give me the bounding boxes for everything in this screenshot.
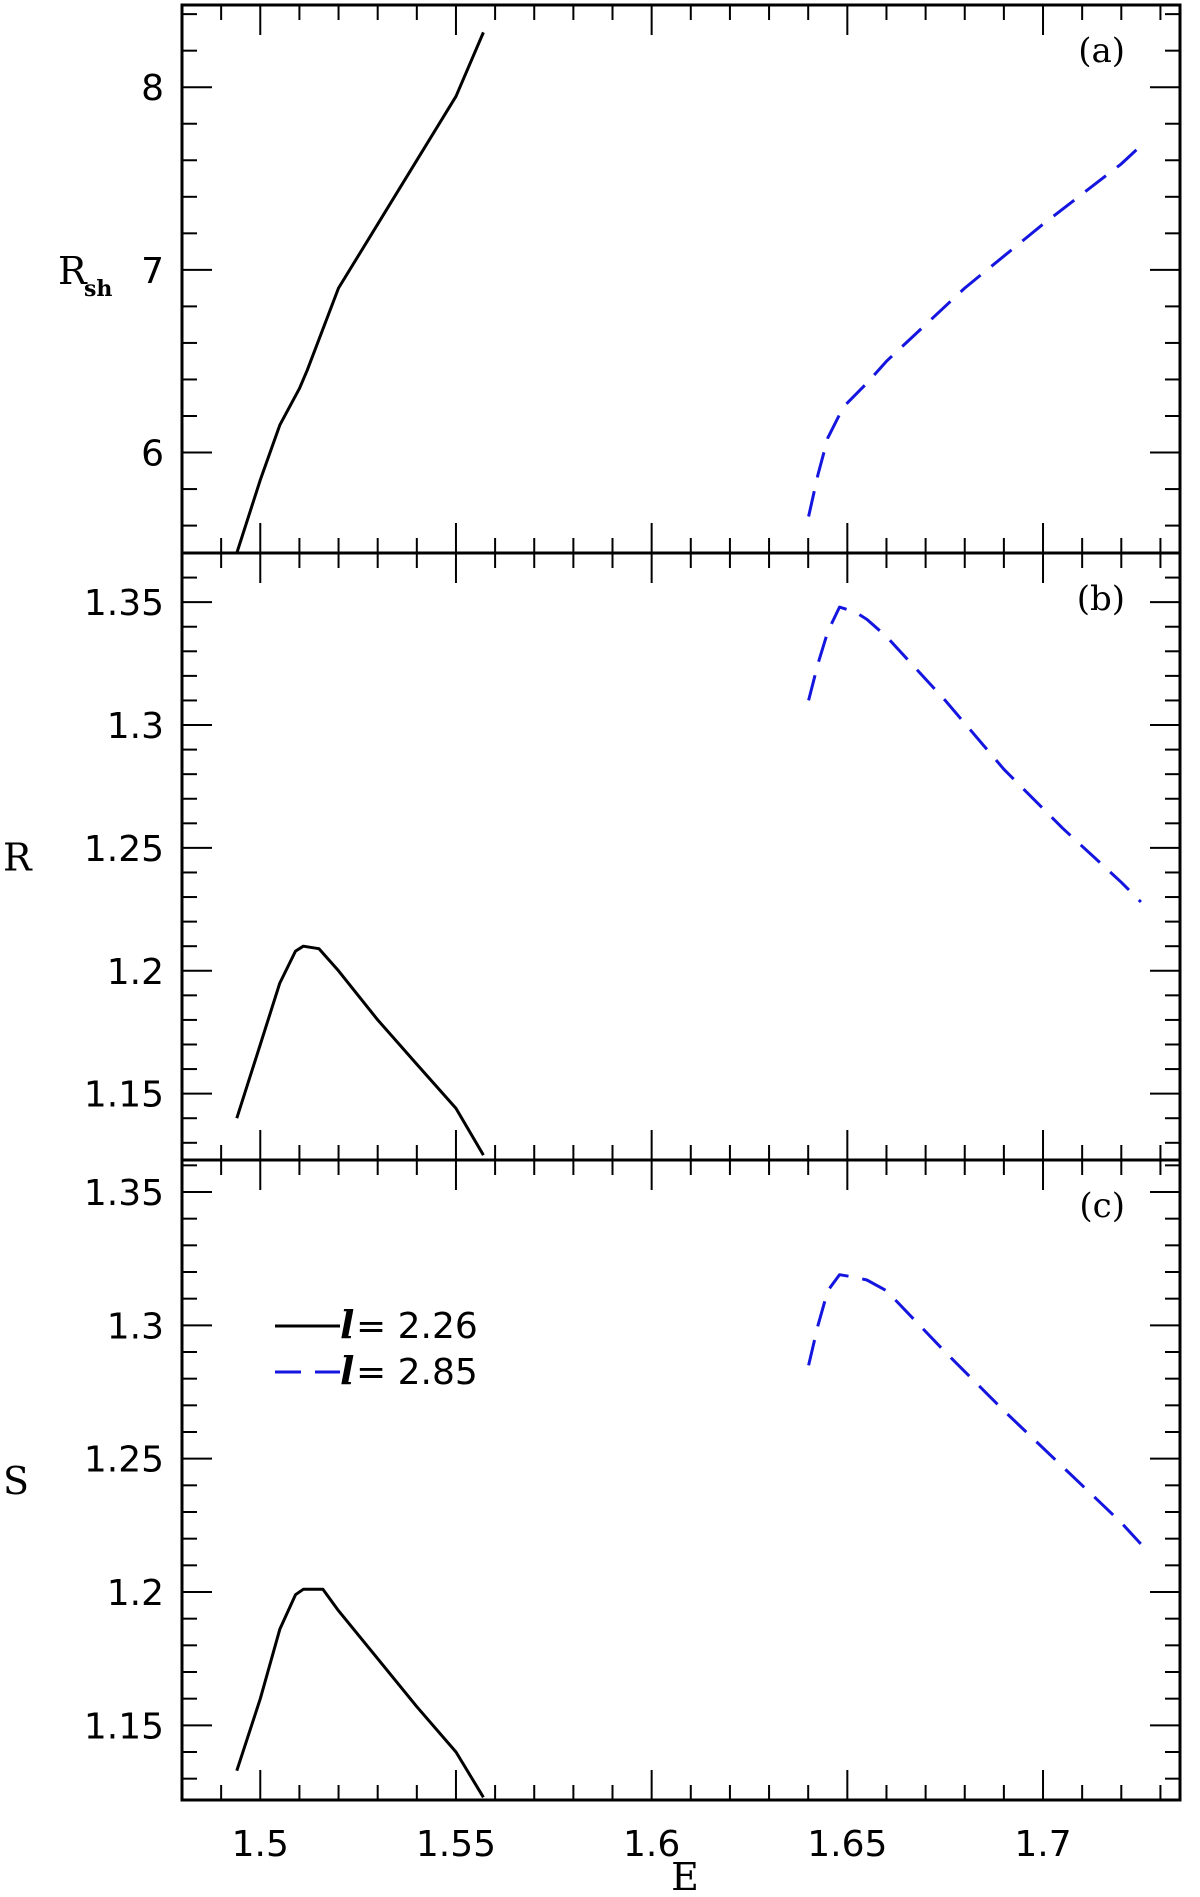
panel-3: 1.15 1.2 1.25 1.3 1.35 (c) S bbox=[3, 1158, 1182, 1802]
y-tick-label: 1.25 bbox=[84, 1440, 164, 1481]
legend-label-2: = 2.85 bbox=[356, 1352, 478, 1393]
y-tick-label: 6 bbox=[141, 434, 164, 475]
x-tick-label: 1.65 bbox=[807, 1824, 887, 1865]
series-line-l-2.85 bbox=[807, 605, 1142, 904]
y-tick-label: 1.15 bbox=[84, 1075, 164, 1116]
y-tick-label: 1.25 bbox=[84, 829, 164, 870]
y-tick-label: 8 bbox=[141, 68, 164, 109]
y-axis-label: S bbox=[3, 1459, 29, 1503]
series-line-l-2.26 bbox=[235, 31, 485, 554]
x-tick-label: 1.6 bbox=[623, 1824, 680, 1865]
y-tick-label: 1.3 bbox=[107, 1306, 164, 1347]
legend-symbol-1: l bbox=[340, 1302, 354, 1347]
panel-label: (c) bbox=[1079, 1186, 1125, 1226]
panel-2: 1.15 1.2 1.25 1.3 1.35 (b) R bbox=[3, 551, 1182, 1162]
legend-symbol-2: l bbox=[340, 1348, 354, 1393]
y-tick-label: 1.35 bbox=[84, 1173, 164, 1214]
y-tick-label: 1.15 bbox=[84, 1706, 164, 1747]
legend-label-1: = 2.26 bbox=[356, 1306, 478, 1347]
series-line-l-2.26 bbox=[235, 944, 485, 1156]
panel-1: 6 7 8 (a) Rsh bbox=[58, 3, 1182, 555]
legend: l = 2.26 l = 2.85 bbox=[275, 1302, 478, 1393]
panel-frame bbox=[180, 3, 1182, 555]
y-tick-label: 1.35 bbox=[84, 583, 164, 624]
y-axis-label-subscript: sh bbox=[84, 276, 112, 302]
y-tick-label: 7 bbox=[141, 251, 164, 292]
panel-frame bbox=[180, 551, 1182, 1162]
y-tick-label: 1.2 bbox=[107, 1573, 164, 1614]
panel-label: (a) bbox=[1078, 31, 1125, 71]
x-axis-label: E bbox=[671, 1855, 699, 1897]
series-line-l-2.26 bbox=[235, 1587, 485, 1799]
x-tick-label: 1.5 bbox=[232, 1824, 289, 1865]
panel-label: (b) bbox=[1077, 579, 1125, 619]
x-tick-label: 1.7 bbox=[1014, 1824, 1071, 1865]
y-axis-label: R bbox=[3, 836, 33, 880]
y-tick-label: 1.2 bbox=[107, 952, 164, 993]
panel-frame bbox=[180, 1158, 1182, 1802]
series-line-l-2.85 bbox=[807, 144, 1142, 517]
y-axis-label: R bbox=[58, 249, 88, 293]
series-line-l-2.85 bbox=[807, 1273, 1143, 1546]
y-tick-label: 1.3 bbox=[107, 706, 164, 747]
x-tick-label: 1.55 bbox=[416, 1824, 496, 1865]
